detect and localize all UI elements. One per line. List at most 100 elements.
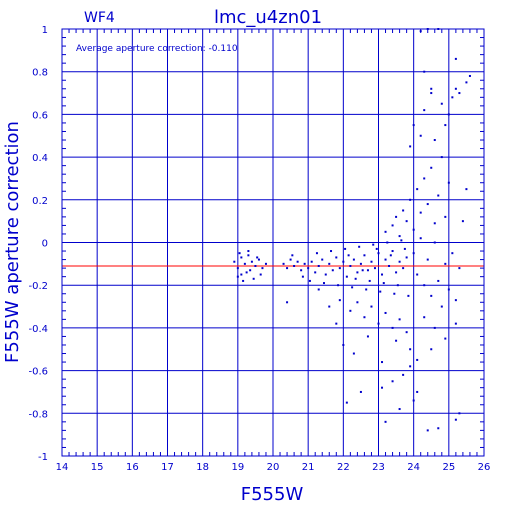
x-tick-label: 21 [302, 462, 315, 473]
data-point [366, 335, 369, 338]
data-point [412, 399, 415, 402]
data-point [447, 113, 450, 116]
data-point [372, 243, 375, 246]
data-point [361, 269, 364, 272]
panel-label: WF4 [84, 10, 115, 26]
data-point [377, 322, 380, 325]
data-point [395, 215, 398, 218]
data-point [409, 365, 412, 368]
data-point [368, 279, 371, 282]
data-point [328, 305, 331, 308]
data-point [359, 390, 362, 393]
data-point [433, 222, 436, 225]
data-point [264, 262, 267, 265]
x-tick-label: 25 [442, 462, 455, 473]
y-tick-label: -0.4 [28, 324, 48, 335]
data-point [307, 267, 310, 270]
data-point [395, 339, 398, 342]
data-point [354, 277, 357, 280]
data-point [379, 290, 382, 293]
y-tick-label: -1 [38, 452, 48, 463]
data-point [458, 267, 461, 270]
data-point [440, 156, 443, 159]
y-tick-labels: -1 -0.8 -0.6 -0.4 -0.2 0 0.2 0.4 0.6 0.8 1 [28, 25, 48, 463]
x-tick-label: 26 [478, 462, 491, 473]
data-point [454, 322, 457, 325]
data-point [335, 322, 338, 325]
data-point [398, 408, 401, 411]
data-point [256, 256, 259, 259]
data-point [384, 311, 387, 314]
x-tick-label: 22 [337, 462, 350, 473]
data-point [426, 258, 429, 261]
data-point [433, 241, 436, 244]
data-point [458, 412, 461, 415]
data-point [447, 288, 450, 291]
data-point [400, 239, 403, 242]
data-point [423, 109, 426, 112]
data-point [342, 260, 345, 263]
data-point [344, 247, 347, 250]
data-point [419, 30, 422, 33]
data-point [349, 264, 352, 267]
data-point [416, 358, 419, 361]
data-point [423, 70, 426, 73]
data-point [238, 252, 241, 255]
data-point [315, 252, 318, 255]
data-point [286, 267, 289, 270]
data-point [389, 254, 392, 257]
data-point [430, 87, 433, 90]
data-point [349, 309, 352, 312]
data-point [391, 326, 394, 329]
data-point [403, 247, 406, 250]
data-point [259, 273, 262, 276]
data-point [384, 230, 387, 233]
grid [62, 29, 484, 456]
data-point [423, 284, 426, 287]
data-point [377, 252, 380, 255]
data-point [461, 220, 464, 223]
data-point [375, 247, 378, 250]
data-point [419, 211, 422, 214]
data-point [331, 269, 334, 272]
data-point [391, 250, 394, 253]
data-point [337, 284, 340, 287]
y-tick-label: -0.6 [28, 367, 48, 378]
data-point [423, 316, 426, 319]
plot-frame [61, 28, 485, 457]
data-point [384, 258, 387, 261]
data-point [291, 254, 294, 257]
data-point [347, 254, 350, 257]
data-point [391, 380, 394, 383]
data-point [236, 267, 239, 270]
data-point [363, 316, 366, 319]
data-point [451, 252, 454, 255]
data-point [257, 258, 260, 261]
data-point [356, 301, 359, 304]
data-point [419, 237, 422, 240]
data-point [405, 331, 408, 334]
data-point [430, 348, 433, 351]
data-point [444, 262, 447, 265]
y-tick-label: 0.8 [32, 68, 48, 79]
data-point [412, 124, 415, 127]
data-point [342, 343, 345, 346]
data-point [454, 87, 457, 90]
data-point [437, 279, 440, 282]
x-tick-label: 14 [56, 462, 69, 473]
data-point [335, 256, 338, 259]
data-point [301, 275, 304, 278]
data-point [409, 198, 412, 201]
data-point [243, 262, 246, 265]
y-tick-label: -0.2 [28, 281, 48, 292]
data-point [324, 273, 327, 276]
data-point [416, 273, 419, 276]
data-point [240, 256, 243, 259]
data-point [391, 224, 394, 227]
data-point [386, 241, 389, 244]
data-point [451, 96, 454, 99]
data-point [366, 269, 369, 272]
data-point [254, 264, 257, 267]
data-point [365, 288, 368, 291]
data-point [416, 188, 419, 191]
